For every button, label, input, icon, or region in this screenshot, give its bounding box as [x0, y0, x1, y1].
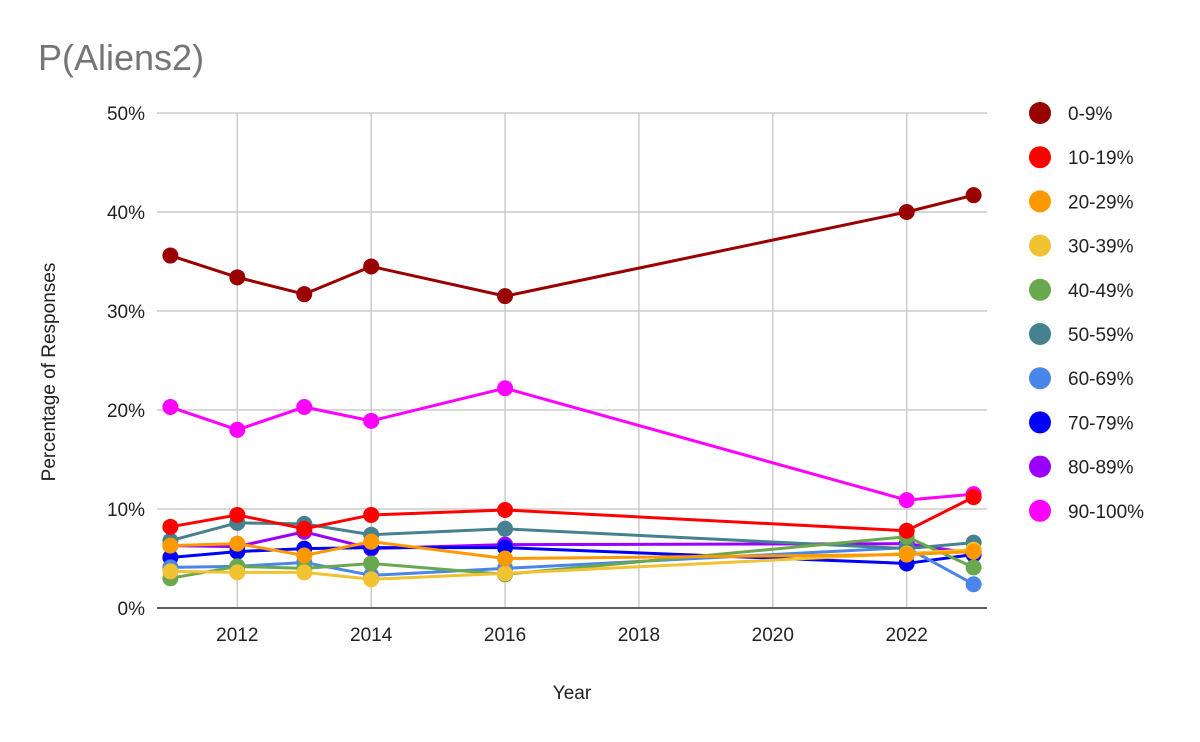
x-tick-label: 2016	[484, 625, 526, 646]
legend: 0-9% 10-19% 20-29% 30-39% 40-49% 50-59% 60-69%…	[1029, 102, 1144, 523]
legend-marker	[1029, 367, 1051, 390]
data-point	[162, 537, 179, 554]
data-point	[363, 258, 380, 275]
data-point	[162, 399, 179, 416]
data-point	[229, 535, 246, 552]
data-point	[965, 187, 982, 204]
legend-item[interactable]: 90-100%	[1029, 499, 1144, 523]
y-tick-label: 10%	[107, 500, 145, 521]
data-point	[363, 571, 380, 588]
data-point	[296, 520, 313, 537]
data-point	[162, 247, 179, 264]
y-axis-ticks: 0% 10% 20% 30% 40% 50%	[107, 104, 145, 620]
data-point	[363, 506, 380, 523]
data-point	[497, 288, 514, 305]
data-point	[965, 543, 982, 560]
legend-item[interactable]: 10-19%	[1029, 146, 1134, 169]
data-point	[229, 564, 246, 581]
legend-item[interactable]: 20-29%	[1029, 190, 1134, 213]
data-point	[363, 533, 380, 550]
legend-label: 80-89%	[1068, 458, 1134, 479]
data-point	[229, 269, 246, 286]
legend-marker	[1029, 146, 1051, 169]
data-point	[898, 546, 915, 563]
y-axis-title: Percentage of Responses	[39, 263, 60, 482]
series-20-29%	[162, 533, 982, 567]
data-point	[363, 412, 380, 429]
data-point	[363, 555, 380, 572]
data-point	[229, 506, 246, 523]
legend-marker	[1029, 102, 1051, 124]
data-point	[497, 520, 514, 537]
legend-marker	[1029, 234, 1051, 257]
y-tick-label: 30%	[107, 302, 145, 323]
legend-marker	[1029, 190, 1051, 213]
series-line	[169, 386, 974, 502]
series-10-19%	[162, 489, 982, 539]
x-tick-label: 2022	[886, 625, 928, 646]
series-line	[170, 495, 975, 533]
data-point	[229, 421, 246, 438]
legend-label: 70-79%	[1068, 413, 1134, 434]
x-tick-label: 2012	[216, 625, 258, 646]
legend-item[interactable]: 50-59%	[1029, 323, 1134, 346]
data-point	[296, 286, 313, 303]
y-tick-label: 40%	[107, 203, 145, 224]
series-90-100%	[162, 380, 982, 509]
gridlines	[157, 112, 987, 609]
legend-marker	[1029, 411, 1051, 434]
legend-marker	[1029, 278, 1051, 301]
data-point	[965, 576, 982, 593]
legend-item[interactable]: 60-69%	[1029, 367, 1134, 390]
legend-label: 20-29%	[1068, 192, 1134, 213]
legend-label: 90-100%	[1068, 502, 1144, 523]
series-0-9%	[162, 187, 982, 305]
series-line	[169, 193, 974, 298]
data-point	[497, 501, 514, 518]
y-tick-label: 50%	[107, 104, 145, 125]
legend-item[interactable]: 80-89%	[1029, 455, 1134, 479]
x-tick-label: 2014	[350, 625, 393, 646]
legend-label: 0-9%	[1068, 104, 1112, 125]
legend-label: 40-49%	[1068, 281, 1134, 302]
legend-marker	[1029, 499, 1051, 522]
data-point	[497, 380, 514, 397]
data-point	[162, 563, 179, 580]
data-point	[296, 399, 313, 416]
legend-marker	[1029, 455, 1051, 478]
data-point	[965, 489, 982, 506]
legend-marker	[1029, 323, 1051, 345]
x-axis-title: Year	[553, 683, 592, 704]
legend-label: 10-19%	[1068, 148, 1134, 169]
legend-label: 50-59%	[1068, 325, 1134, 346]
data-point	[898, 492, 915, 509]
data-point	[965, 559, 982, 576]
data-point	[497, 550, 514, 567]
x-tick-label: 2018	[618, 625, 660, 646]
data-point	[497, 565, 514, 582]
data-point	[296, 547, 313, 564]
x-tick-label: 2020	[752, 625, 794, 646]
data-point	[162, 518, 179, 535]
chart-title: P(Aliens2)	[38, 37, 204, 78]
legend-label: 60-69%	[1068, 369, 1134, 390]
legend-item[interactable]: 70-79%	[1029, 411, 1134, 434]
legend-item[interactable]: 0-9%	[1029, 102, 1112, 125]
legend-item[interactable]: 30-39%	[1029, 234, 1134, 258]
series-lines	[162, 187, 982, 593]
legend-label: 30-39%	[1068, 237, 1134, 258]
y-tick-label: 20%	[107, 401, 145, 422]
data-point	[296, 564, 313, 581]
data-point	[898, 204, 915, 220]
x-axis-ticks: 2012 2014 2016 2018 2020 2022	[216, 625, 928, 646]
data-point	[898, 522, 915, 539]
legend-item[interactable]: 40-49%	[1029, 278, 1134, 302]
y-tick-label: 0%	[118, 599, 146, 620]
